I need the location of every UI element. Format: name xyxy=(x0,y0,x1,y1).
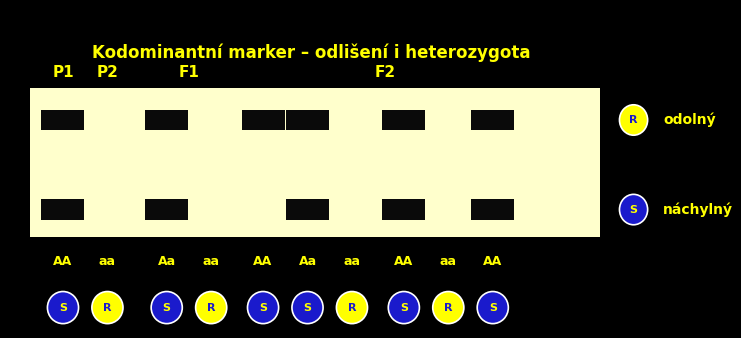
Ellipse shape xyxy=(247,291,279,324)
FancyBboxPatch shape xyxy=(286,199,329,220)
FancyBboxPatch shape xyxy=(30,88,600,237)
Text: aa: aa xyxy=(440,256,456,268)
Text: S: S xyxy=(59,303,67,313)
Text: AA: AA xyxy=(53,256,73,268)
Text: R: R xyxy=(207,303,216,313)
Ellipse shape xyxy=(47,291,79,324)
Text: S: S xyxy=(163,303,170,313)
Text: AA: AA xyxy=(394,256,413,268)
Text: Aa: Aa xyxy=(158,256,176,268)
Text: aa: aa xyxy=(99,256,116,268)
Text: R: R xyxy=(444,303,453,313)
Ellipse shape xyxy=(151,291,182,324)
Text: S: S xyxy=(489,303,496,313)
Text: AA: AA xyxy=(253,256,273,268)
Text: aa: aa xyxy=(344,256,360,268)
Text: R: R xyxy=(348,303,356,313)
FancyBboxPatch shape xyxy=(471,110,514,130)
Ellipse shape xyxy=(388,291,419,324)
Ellipse shape xyxy=(619,194,648,225)
Text: odolný: odolný xyxy=(663,113,716,127)
Text: AA: AA xyxy=(483,256,502,268)
FancyBboxPatch shape xyxy=(145,199,188,220)
Ellipse shape xyxy=(92,291,123,324)
FancyBboxPatch shape xyxy=(242,110,285,130)
FancyBboxPatch shape xyxy=(145,110,188,130)
FancyBboxPatch shape xyxy=(286,110,329,130)
Text: S: S xyxy=(259,303,267,313)
Text: S: S xyxy=(630,204,637,215)
Text: F2: F2 xyxy=(375,65,396,80)
FancyBboxPatch shape xyxy=(41,110,84,130)
Text: F1: F1 xyxy=(179,65,199,80)
Ellipse shape xyxy=(619,105,648,135)
Text: P1: P1 xyxy=(52,65,74,80)
Ellipse shape xyxy=(433,291,464,324)
FancyBboxPatch shape xyxy=(382,199,425,220)
Text: Kodominantní marker – odlišení i heterozygota: Kodominantní marker – odlišení i heteroz… xyxy=(92,43,531,62)
FancyBboxPatch shape xyxy=(382,110,425,130)
Text: S: S xyxy=(400,303,408,313)
Text: S: S xyxy=(304,303,311,313)
Ellipse shape xyxy=(292,291,323,324)
Text: Aa: Aa xyxy=(299,256,316,268)
Text: náchylný: náchylný xyxy=(663,202,733,217)
Ellipse shape xyxy=(196,291,227,324)
FancyBboxPatch shape xyxy=(41,199,84,220)
Ellipse shape xyxy=(336,291,368,324)
Ellipse shape xyxy=(477,291,508,324)
Text: P2: P2 xyxy=(96,65,119,80)
Text: R: R xyxy=(103,303,112,313)
Text: R: R xyxy=(629,115,638,125)
FancyBboxPatch shape xyxy=(471,199,514,220)
Text: aa: aa xyxy=(203,256,219,268)
